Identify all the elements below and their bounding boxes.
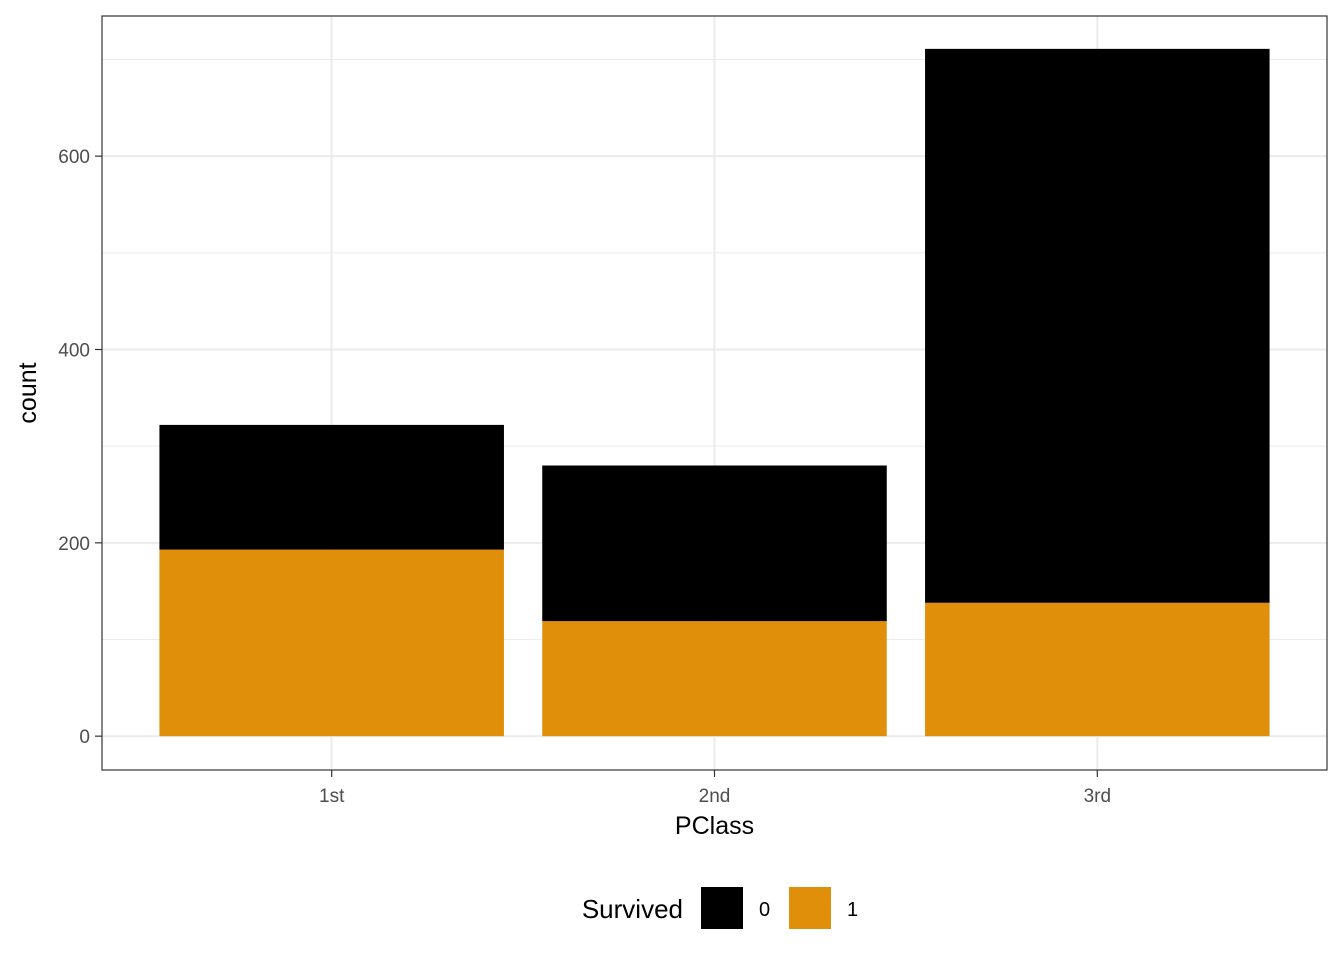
y-tick-label: 600 [58, 147, 90, 168]
y-axis: 0 200 400 600 [58, 147, 102, 748]
legend-label-0: 0 [759, 899, 770, 921]
y-axis-title: count [14, 362, 42, 423]
bar-3rd-survived-0 [925, 48, 1270, 603]
y-tick-label: 400 [58, 341, 90, 362]
bars [159, 48, 1270, 737]
legend: Survived 0 1 [582, 887, 858, 929]
x-axis: 1st 2nd 3rd [319, 770, 1111, 807]
bar-1st-survived-1 [159, 549, 504, 737]
y-tick-label: 200 [58, 534, 90, 555]
x-axis-title: PClass [675, 812, 754, 840]
x-tick-label: 2nd [699, 786, 731, 807]
y-tick-label: 0 [79, 727, 90, 748]
legend-key-1 [789, 887, 831, 929]
x-tick-label: 3rd [1084, 786, 1111, 807]
legend-key-0 [701, 887, 743, 929]
bar-1st-survived-0 [159, 424, 504, 550]
bar-2nd-survived-0 [542, 465, 887, 622]
bar-2nd-survived-1 [542, 621, 887, 737]
x-tick-label: 1st [319, 786, 345, 807]
legend-title: Survived [582, 894, 683, 924]
bar-3rd-survived-1 [925, 602, 1270, 737]
legend-label-1: 1 [847, 899, 858, 921]
